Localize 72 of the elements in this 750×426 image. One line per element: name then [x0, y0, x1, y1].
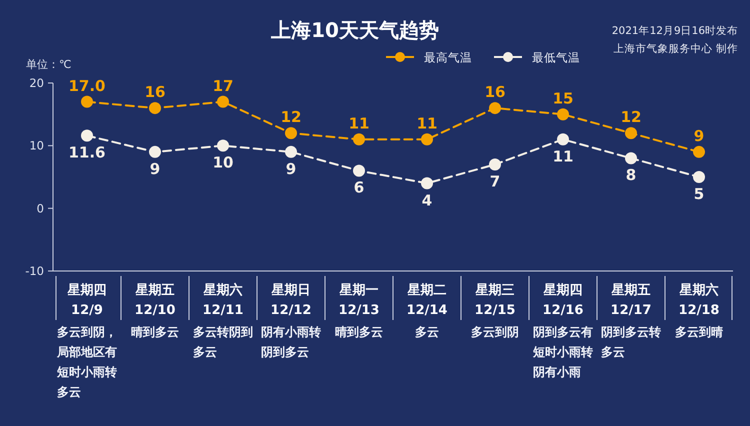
- point: [625, 152, 637, 164]
- text: 上海市气象服务中心 制作: [614, 42, 738, 55]
- y-tick-label: 0: [36, 201, 44, 216]
- point: [81, 130, 93, 142]
- text: 多云到阴，局部地区有短时小雨转多云: [56, 325, 117, 399]
- data-label: 12: [620, 108, 642, 126]
- y-tick-label: 20: [29, 76, 44, 90]
- x-tick-label: 星期六 12/18: [678, 282, 720, 318]
- point: [217, 96, 229, 108]
- text: 晴到多云: [335, 325, 383, 339]
- text: 阴到多云有短时小雨转阴有小雨: [532, 325, 593, 379]
- data-label: 7: [490, 172, 500, 190]
- x-tick-label: 星期四 12/16: [542, 283, 584, 318]
- chart-subtitle: 2021年12月9日16时发布: [612, 24, 738, 37]
- data-label: 16: [144, 83, 166, 102]
- data-label: 9: [150, 160, 160, 178]
- data-label: 11: [416, 114, 438, 132]
- text: 多云: [415, 325, 439, 339]
- y-axis-title: 单位：℃: [26, 58, 72, 71]
- text: 多云转阴到多云: [193, 325, 253, 359]
- text: 多云到阴: [471, 325, 519, 339]
- point: [693, 171, 705, 183]
- legend-item: 最低气温: [494, 50, 580, 64]
- point: [353, 164, 365, 177]
- point: [693, 146, 705, 158]
- data-label: 16: [484, 83, 506, 102]
- point: [489, 158, 501, 170]
- text: 晴到多云: [131, 325, 179, 339]
- x-tick-label: 星期三 12/15: [474, 283, 516, 318]
- point: [285, 146, 297, 158]
- data-label: 10: [212, 154, 234, 172]
- text: 阴到多云转多云: [601, 325, 661, 359]
- data-label: 9: [694, 126, 704, 145]
- data-label: 4: [422, 191, 432, 210]
- x-tick-label: 星期五 12/10: [134, 283, 176, 318]
- data-label: 17.0: [68, 76, 106, 95]
- point: [149, 102, 161, 114]
- x-tick-label: 星期六 12/11: [202, 282, 244, 318]
- data-label: 11: [348, 114, 370, 132]
- point: [81, 96, 93, 108]
- point: [285, 127, 297, 140]
- point: [557, 108, 569, 120]
- text: 阴有小雨转阴到多云: [261, 325, 321, 359]
- legend-item: 最高气温: [386, 50, 472, 64]
- x-tick-label: 星期二 12/14: [406, 283, 448, 318]
- x-tick-label: 星期五 12/17: [610, 283, 652, 318]
- data-label: 9: [286, 160, 296, 178]
- point: [421, 177, 433, 190]
- chart-title: 上海10天天气趋势: [270, 18, 439, 42]
- y-tick-label: 10: [29, 138, 44, 153]
- x-tick-label: 星期日 12/12: [270, 283, 312, 318]
- data-label: 8: [626, 166, 636, 184]
- point: [421, 133, 433, 146]
- legend-label: 最低气温: [532, 50, 580, 64]
- data-label: 5: [694, 185, 704, 203]
- x-tick-label: 星期四 12/9: [66, 283, 106, 318]
- data-label: 17: [212, 76, 234, 95]
- y-tick-label: -10: [25, 264, 44, 278]
- data-label: 12: [280, 108, 302, 126]
- x-tick-label: 星期一 12/13: [338, 283, 380, 318]
- point: [625, 127, 637, 140]
- point: [489, 102, 501, 114]
- data-label: 15: [552, 89, 574, 108]
- point: [217, 140, 229, 152]
- data-label: 11.6: [68, 144, 106, 162]
- legend-label: 最高气温: [424, 50, 472, 64]
- point: [557, 133, 569, 146]
- point: [149, 146, 161, 158]
- text: 多云到晴: [675, 325, 723, 339]
- data-label: 6: [354, 178, 364, 197]
- data-label: 11: [552, 147, 574, 166]
- point: [353, 133, 365, 146]
